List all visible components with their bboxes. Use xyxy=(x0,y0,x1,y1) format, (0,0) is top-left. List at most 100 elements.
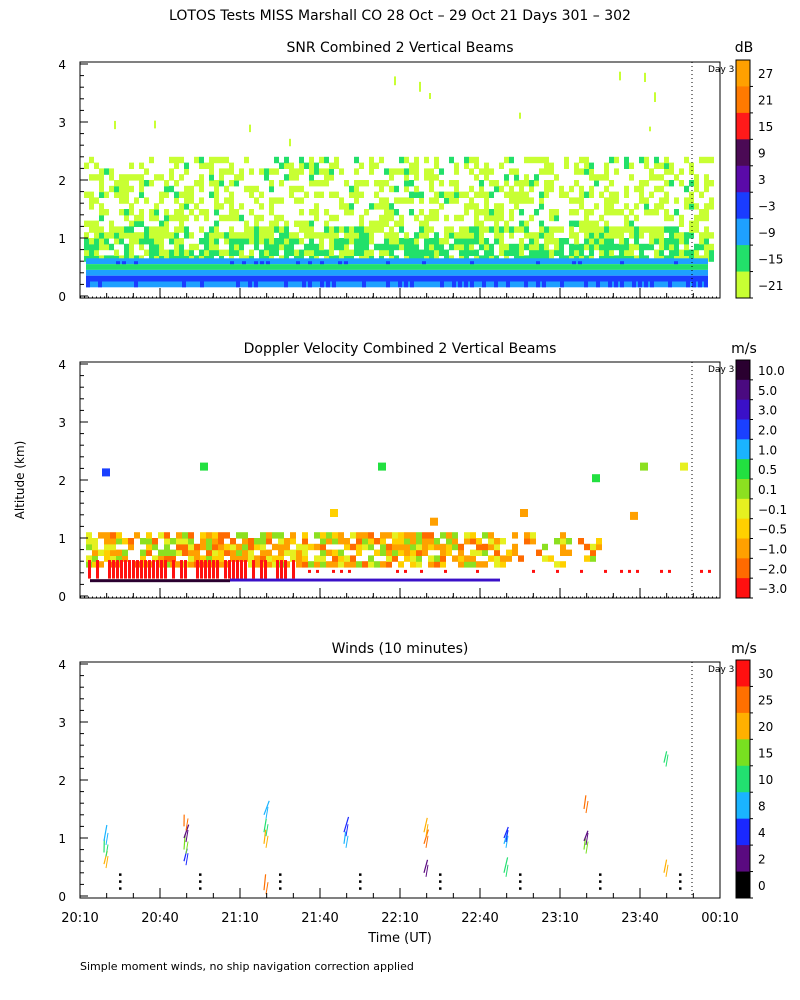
colorbar-label: 3 xyxy=(758,173,766,187)
snr-cell xyxy=(149,238,154,245)
snr-cell xyxy=(184,232,189,239)
snr-cell xyxy=(624,185,629,193)
snr-cell xyxy=(554,214,559,222)
snr-cell xyxy=(529,214,534,222)
snr-cell xyxy=(204,214,209,222)
snr-cell xyxy=(214,232,219,239)
snr-cell xyxy=(174,249,179,256)
snr-cell xyxy=(579,243,584,251)
snr-cell xyxy=(504,249,509,256)
snr-cell xyxy=(624,156,629,164)
doppler-cell xyxy=(420,569,423,573)
snr-cell xyxy=(114,185,119,193)
snr-cell xyxy=(139,243,144,251)
snr-cell xyxy=(269,168,274,175)
snr-cell xyxy=(609,232,614,239)
snr-cell xyxy=(309,156,314,164)
doppler-band xyxy=(230,578,500,582)
snr-cell xyxy=(304,226,309,233)
snr-cell xyxy=(114,180,119,187)
snr-cell xyxy=(614,197,619,204)
snr-cell xyxy=(659,197,664,204)
snr-cell xyxy=(549,249,554,256)
snr-cell xyxy=(349,226,354,233)
snr-cell xyxy=(119,238,124,245)
colorbar-label: 3.0 xyxy=(758,404,777,418)
doppler-cell xyxy=(164,532,170,539)
snr-cell xyxy=(109,243,114,251)
snr-cell xyxy=(84,238,89,245)
snr-cell xyxy=(179,226,184,233)
snr-cell xyxy=(529,249,534,256)
snr-cell xyxy=(704,180,709,187)
doppler-cell xyxy=(482,532,488,539)
doppler-cell xyxy=(158,532,164,539)
doppler-cell xyxy=(380,532,386,539)
snr-cell xyxy=(414,232,419,239)
snr-cell xyxy=(214,185,219,193)
snr-cell xyxy=(284,162,289,169)
snr-cell xyxy=(249,249,254,256)
wind-barb xyxy=(263,874,267,891)
colorbar-swatch xyxy=(736,845,750,873)
doppler-cell xyxy=(362,543,368,551)
snr-cell xyxy=(434,162,439,169)
doppler-cell xyxy=(230,555,236,562)
snr-cell xyxy=(289,162,294,169)
snr-cell xyxy=(399,220,404,227)
doppler-cell xyxy=(218,555,224,562)
snr-cell xyxy=(99,238,104,245)
doppler-cell xyxy=(410,532,416,539)
snr-cell xyxy=(319,191,324,198)
snr-cell xyxy=(339,197,344,204)
wind-barb xyxy=(505,829,509,843)
snr-cell xyxy=(709,243,714,251)
doppler-cell xyxy=(122,549,128,556)
snr-cell xyxy=(279,243,284,251)
snr-cell xyxy=(569,209,574,216)
colorbar-swatch xyxy=(736,765,750,793)
doppler-cell xyxy=(368,543,374,551)
snr-cell xyxy=(489,226,494,233)
snr-cell xyxy=(379,180,384,187)
snr-cell xyxy=(289,249,294,256)
doppler-cell xyxy=(272,543,278,551)
snr-cell xyxy=(239,249,244,256)
snr-cell xyxy=(119,185,124,193)
snr-cell xyxy=(634,232,639,239)
doppler-cell xyxy=(476,569,479,573)
snr-cell xyxy=(144,232,149,239)
snr-cell xyxy=(464,203,469,210)
snr-cell xyxy=(599,249,604,256)
snr-cell xyxy=(242,261,246,265)
snr-cell xyxy=(599,191,604,198)
doppler-cell xyxy=(410,549,416,556)
snr-cell xyxy=(249,185,254,193)
snr-cell xyxy=(144,168,149,175)
snr-cell xyxy=(229,214,234,222)
snr-cell xyxy=(224,249,229,256)
doppler-cell xyxy=(212,549,218,556)
wind-point xyxy=(679,887,682,890)
snr-cell xyxy=(549,214,554,222)
doppler-cell xyxy=(146,532,152,539)
snr-cell xyxy=(234,174,239,181)
snr-cell xyxy=(454,168,459,175)
snr-cell xyxy=(129,243,134,251)
snr-cell xyxy=(519,180,524,187)
snr-cell xyxy=(264,238,269,245)
snr-cell xyxy=(299,238,304,245)
doppler-cell xyxy=(292,560,295,579)
snr-cell xyxy=(644,209,649,216)
snr-cell xyxy=(449,191,454,198)
snr-cell xyxy=(99,232,104,239)
doppler-cell xyxy=(416,543,422,551)
doppler-cell xyxy=(584,543,590,551)
snr-units-label: dB xyxy=(735,40,754,56)
doppler-cell xyxy=(338,532,344,539)
doppler-cell xyxy=(356,532,362,539)
doppler-cell xyxy=(206,538,212,545)
snr-cell xyxy=(199,174,204,181)
snr-cell xyxy=(359,232,364,239)
colorbar-swatch xyxy=(736,399,750,420)
